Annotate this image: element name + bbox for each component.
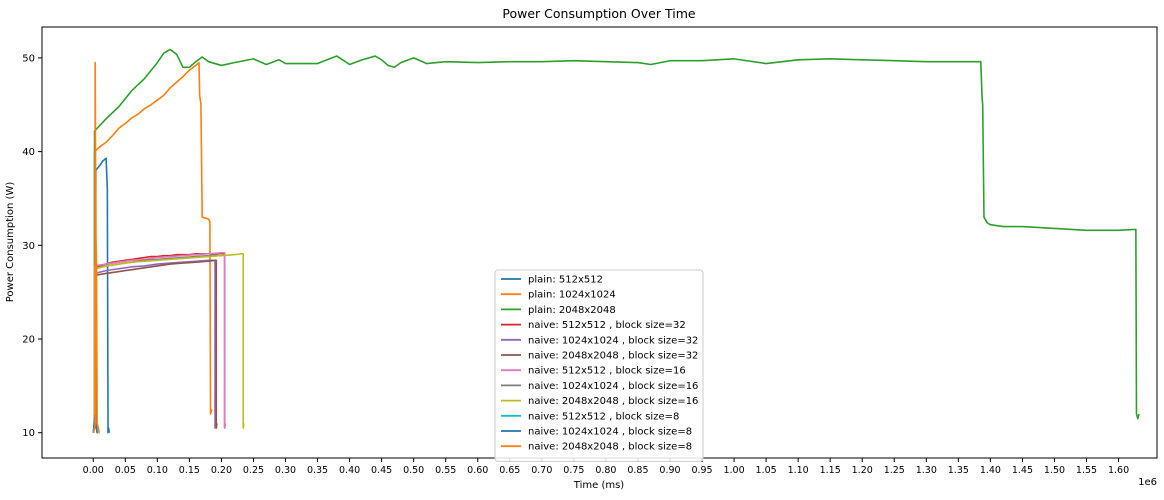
y-axis: 10 20 30 40 50 [22,53,42,439]
x-tick-label: 0.25 [243,465,264,476]
legend-label: naive: 512x512 , block size=32 [528,320,686,331]
x-tick-label: 1.50 [1044,465,1065,476]
x-tick-label: 1.40 [980,465,1001,476]
x-tick-label: 0.45 [371,465,392,476]
legend-label: plain: 512x512 [528,275,603,286]
x-tick-label: 0.60 [467,465,488,476]
legend-label: naive: 1024x1024 , block size=16 [528,381,698,392]
y-tick-label: 20 [22,335,35,346]
series-line-2 [92,61,213,433]
x-tick-label: 0.20 [211,465,232,476]
x-tick-label: 0.65 [499,465,520,476]
x-tick-label: 0.00 [83,465,104,476]
x-tick-label: 0.40 [339,465,360,476]
legend-label: naive: 1024x1024 , block size=32 [528,335,698,346]
legend-label: naive: 512x512 , block size=16 [528,366,686,377]
x-tick-label: 1.05 [756,465,777,476]
series-line-3 [92,48,1140,433]
y-tick-label: 30 [22,241,35,252]
x-tick-label: 1.30 [916,465,937,476]
legend-label: naive: 512x512 , block size=8 [528,411,679,422]
y-tick-label: 50 [22,53,35,64]
x-tick-label: 0.30 [275,465,296,476]
legend-label: plain: 2048x2048 [528,305,616,316]
series-line-7 [92,252,227,433]
x-tick-label: 0.05 [115,465,136,476]
x-tick-label: 1.55 [1076,465,1097,476]
x-tick-label: 0.90 [659,465,680,476]
y-tick-label: 40 [22,147,35,158]
series-layer [92,48,1140,434]
x-axis: 0.00 0.05 0.10 0.15 0.20 0.25 0.30 0.35 0.40 0.45… [83,458,1129,476]
legend-box [494,269,704,462]
x-tick-label: 1.45 [1012,465,1033,476]
legend-label: plain: 1024x1024 [528,290,616,301]
x-tick-label: 0.80 [595,465,616,476]
x-tick-label: 0.70 [531,465,552,476]
y-axis-label: Power Consumption (W) [5,182,16,303]
x-tick-label: 0.75 [563,465,584,476]
x-tick-label: 0.15 [179,465,200,476]
legend-label: naive: 2048x2048 , block size=8 [528,442,692,453]
x-tick-label: 1.20 [852,465,873,476]
x-axis-offset-text: 1e6 [1138,477,1157,488]
x-tick-label: 1.10 [788,465,809,476]
legend-label: naive: 2048x2048 , block size=32 [528,351,698,362]
x-axis-label: Time (ms) [573,480,625,491]
x-tick-label: 0.85 [627,465,648,476]
series-line-6 [92,259,218,433]
chart-title: Power Consumption Over Time [502,6,695,21]
legend: plain: 512x512 plain: 1024x1024 plain: 204… [494,269,704,462]
legend-label: naive: 1024x1024 , block size=8 [528,427,692,438]
legend-label: naive: 2048x2048 , block size=16 [528,396,698,407]
x-tick-label: 0.55 [435,465,456,476]
series-line-12 [92,61,100,434]
x-tick-label: 1.15 [820,465,841,476]
x-tick-label: 0.10 [147,465,168,476]
x-tick-label: 0.35 [307,465,328,476]
x-tick-label: 1.25 [884,465,905,476]
x-tick-label: 0.95 [691,465,712,476]
x-tick-label: 1.60 [1108,465,1129,476]
x-tick-label: 1.00 [723,465,744,476]
x-tick-label: 0.50 [403,465,424,476]
x-tick-label: 1.35 [948,465,969,476]
series-line-9 [92,252,245,433]
y-tick-label: 10 [22,428,35,439]
